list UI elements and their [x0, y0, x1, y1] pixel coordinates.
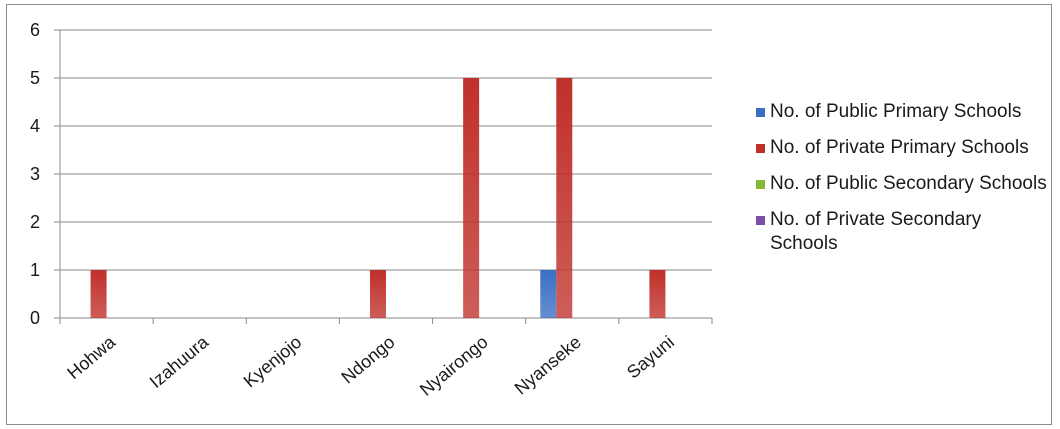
legend-swatch [756, 216, 765, 225]
x-category-label: Izahuura [146, 331, 213, 392]
bar-nyanseke-series-1 [540, 270, 557, 318]
bar-ndongo-series-2 [370, 270, 386, 318]
y-tick-label: 3 [30, 164, 40, 184]
legend: No. of Public Primary Schools No. of Priv… [752, 100, 1052, 268]
legend-label: No. of Private Primary Schools [770, 137, 1029, 158]
y-tick-label: 5 [30, 68, 40, 88]
y-tick-label: 4 [30, 116, 40, 136]
x-category-label: Hohwa [63, 331, 120, 383]
y-tick-label: 0 [30, 308, 40, 328]
x-category-label: Ndongo [337, 332, 398, 388]
x-category-label: Kyenjojo [240, 332, 306, 392]
legend-item: No. of Public Secondary Schools [752, 172, 1052, 196]
legend-item: No. of Public Primary Schools [752, 100, 1052, 124]
y-tick-label: 6 [30, 20, 40, 40]
legend-label: No. of Public Secondary Schools [770, 173, 1047, 194]
bar-hohwa-series-2 [90, 270, 107, 318]
x-category-label: Nyairongo [416, 332, 492, 400]
y-tick-label: 2 [30, 212, 40, 232]
y-tick-label: 1 [30, 260, 40, 280]
legend-swatch [756, 108, 765, 117]
legend-swatch [756, 180, 765, 189]
x-axis-category-labels: Hohwa Izahuura Kyenjojo Ndongo Nyairongo Nyan… [63, 331, 678, 400]
legend-item: No. of Private Primary Schools [752, 136, 1052, 160]
legend-label: No. of Public Primary Schools [770, 101, 1022, 122]
bars [90, 78, 666, 318]
x-category-label: Sayuni [623, 332, 678, 383]
legend-item: No. of Private Secondary Schools [752, 208, 1052, 256]
x-category-label: Nyanseke [511, 332, 585, 399]
legend-swatch [756, 144, 765, 153]
bar-nyairongo-series-2 [463, 78, 480, 318]
legend-label: No. of Private Secondary Schools [770, 209, 982, 254]
chart-frame [6, 4, 1052, 425]
y-axis-tick-labels: 0 1 2 3 4 5 6 [30, 20, 40, 328]
bar-sayuni-series-2 [649, 270, 666, 318]
bar-nyanseke-series-2 [556, 78, 573, 318]
grid-lines [60, 29, 712, 271]
